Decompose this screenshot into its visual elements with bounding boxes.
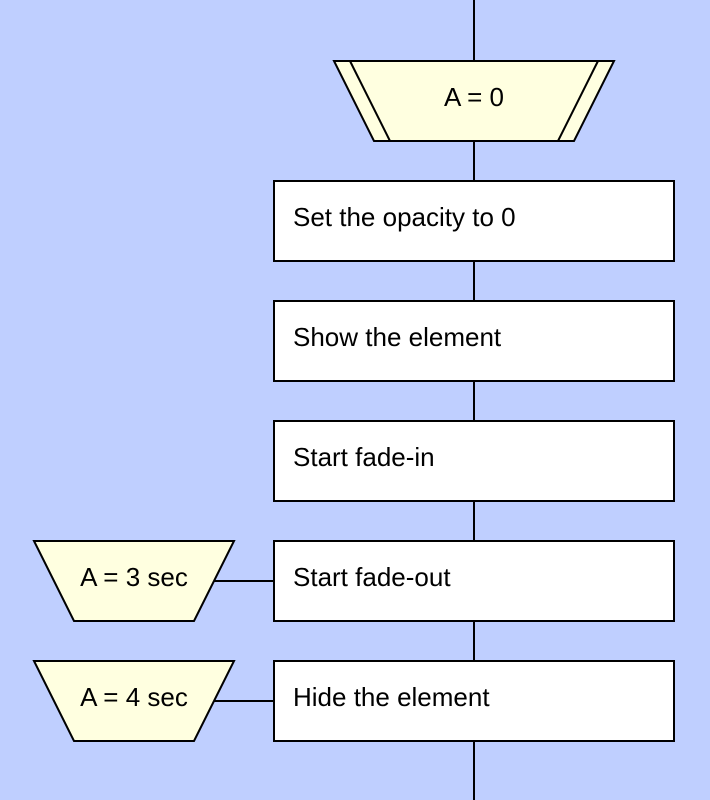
timer-node-shape — [32, 540, 236, 622]
step-set-opacity: Set the opacity to 0 — [273, 180, 675, 262]
step-box — [273, 180, 675, 262]
step-box — [273, 420, 675, 502]
step-box — [273, 300, 675, 382]
step-label: Start fade-in — [293, 442, 435, 472]
start-node-left-inner-edge — [349, 60, 391, 142]
step-start-fade-in: Start fade-in — [273, 420, 675, 502]
timer-node-hide: A = 4 sec — [32, 660, 274, 742]
start-node: A = 0 — [332, 60, 616, 142]
step-label: Hide the element — [293, 682, 490, 712]
timer-node-label: A = 3 sec — [80, 562, 188, 592]
start-node-right-inner-edge — [557, 60, 599, 142]
step-label: Start fade-out — [293, 562, 451, 592]
start-node-label: A = 0 — [444, 82, 504, 112]
step-label: Show the element — [293, 322, 502, 352]
step-show-element: Show the element — [273, 300, 675, 382]
timer-node-shape — [32, 660, 236, 742]
timer-node-label: A = 4 sec — [80, 682, 188, 712]
start-node-shape — [332, 60, 616, 142]
step-box — [273, 540, 675, 622]
step-start-fade-out: Start fade-out — [273, 540, 675, 622]
step-label: Set the opacity to 0 — [293, 202, 516, 232]
step-box — [273, 660, 675, 742]
timer-node-fade-out: A = 3 sec — [32, 540, 274, 622]
step-hide-element: Hide the element — [273, 660, 675, 742]
